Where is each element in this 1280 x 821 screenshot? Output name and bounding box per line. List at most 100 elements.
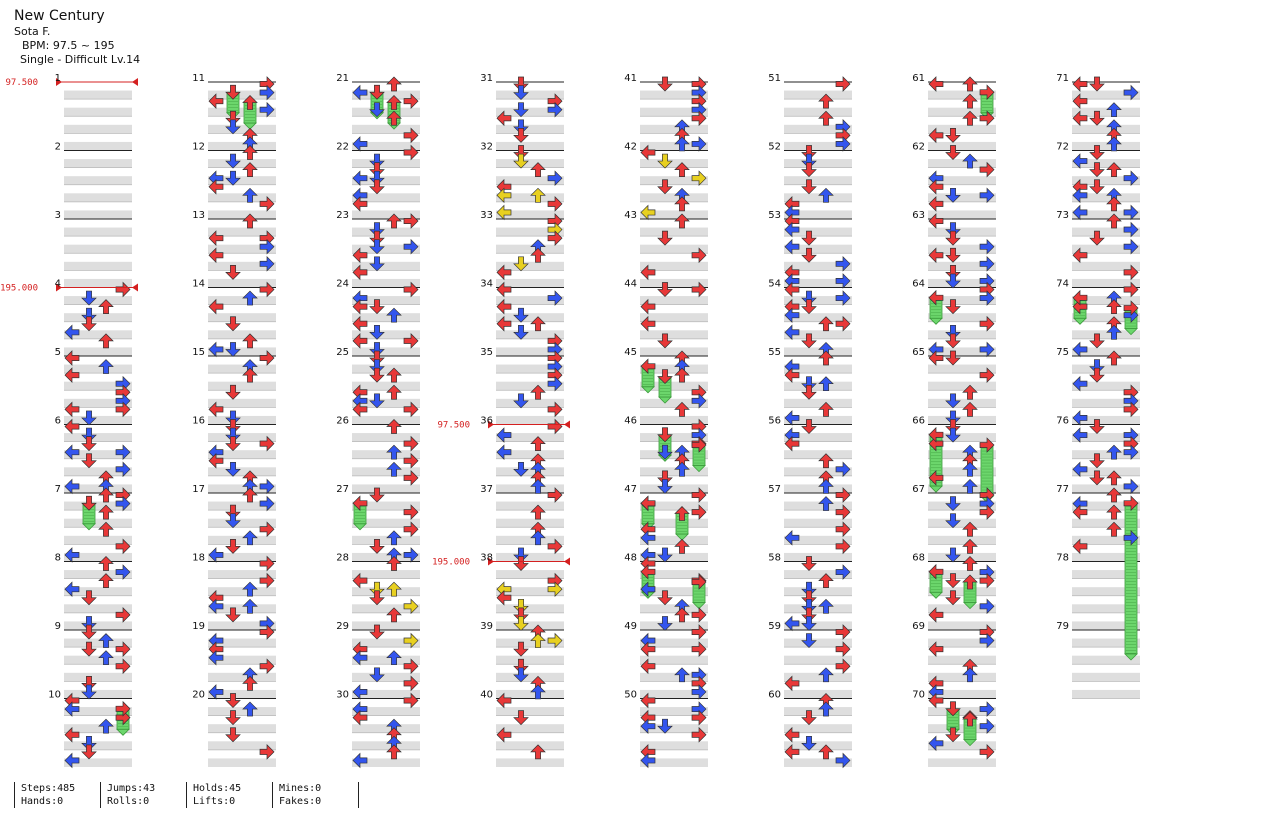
beat-band [784,552,852,562]
quarter-note-arrow [928,76,944,92]
beat-band [352,638,420,648]
beat-band [208,433,276,442]
beat-band [928,741,996,750]
beat-band [208,604,276,613]
beat-band [352,689,420,699]
beat-band [64,501,132,511]
beat-band [1072,570,1140,579]
beat-band [208,107,276,117]
beat-band [640,364,708,374]
beat-band [496,313,564,322]
beat-band [208,398,276,408]
beat-band [928,587,996,596]
beat-band [352,330,420,339]
beat-band [1072,655,1140,665]
stat-mines: Mines:0 [279,783,322,794]
beat-band [352,672,420,682]
measure-number: 65 [912,347,925,358]
beat-band [1072,621,1140,630]
beat-band [640,638,708,648]
song-bpm: BPM: 97.5 ~ 195 [22,39,115,52]
beat-band [640,707,708,716]
beat-band [1072,433,1140,442]
measure-number: 52 [768,142,781,153]
beat-band [640,330,708,339]
measure-number: 47 [624,484,637,495]
beat-band [784,655,852,665]
measure-number: 75 [1056,347,1069,358]
measure-number: 37 [480,484,493,495]
measure-number: 9 [55,621,61,632]
beat-band [64,347,132,356]
beat-band [1072,672,1140,682]
beat-band [352,159,420,168]
beat-band [208,278,276,288]
beat-band [1072,193,1140,202]
beat-band [640,159,708,168]
measure-number: 73 [1056,210,1069,221]
beat-band [784,330,852,339]
beat-band [784,570,852,579]
hold-tail [82,523,96,531]
beat-band [64,90,132,100]
beat-band [928,193,996,202]
measure-number: 6 [55,416,61,427]
beat-band [784,193,852,202]
beat-band [1072,689,1140,699]
song-artist: Sota F. [14,25,51,38]
measure-number: 50 [624,690,637,701]
beat-band [208,296,276,305]
quarter-note-arrow [1072,76,1088,92]
beat-band [208,159,276,168]
beat-band [784,278,852,288]
beat-band [64,570,132,579]
beat-band [208,261,276,271]
beat-band [496,347,564,356]
beat-band [64,159,132,168]
beat-band [928,141,996,151]
beat-band [496,296,564,305]
measure-number: 40 [480,690,493,701]
beat-band [352,296,420,305]
measure-number: 48 [624,553,637,564]
beat-band [928,381,996,391]
beat-band [64,227,132,237]
beat-band [928,621,996,630]
beat-band [496,261,564,271]
measure-number: 16 [192,416,205,427]
beat-band [1072,210,1140,219]
beat-band [64,330,132,339]
measure-number: 21 [336,73,349,84]
measure-number: 56 [768,416,781,427]
beat-band [208,501,276,511]
beat-band [496,415,564,425]
beat-band [208,347,276,356]
beat-band [64,518,132,528]
beat-band [784,467,852,476]
measure-number: 69 [912,621,925,632]
beat-band [928,570,996,579]
beat-band [640,278,708,288]
beat-band [928,313,996,322]
beat-band [64,535,132,545]
beat-band [784,604,852,613]
beat-band [928,244,996,254]
beat-band [640,535,708,545]
beat-band [928,724,996,733]
beat-band [496,484,564,493]
bpm-marker-right [564,420,570,429]
beat-band [928,638,996,648]
beat-band [352,604,420,613]
beat-band [496,587,564,596]
beat-band [640,433,708,442]
stat-holds: Holds:45 [193,783,242,794]
beat-band [208,244,276,254]
beat-band [1072,347,1140,356]
beat-band [928,210,996,219]
measure-number: 34 [480,279,493,290]
beat-band [496,741,564,750]
beat-band [784,638,852,648]
measure-number: 1 [55,73,61,84]
beat-band [496,227,564,237]
beat-band [64,655,132,665]
